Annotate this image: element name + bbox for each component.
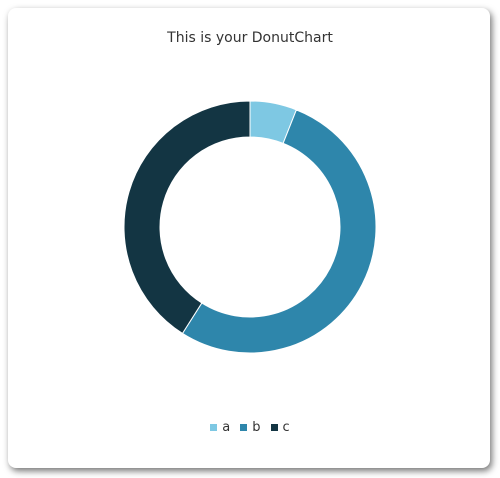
- chart-title: This is your DonutChart: [167, 30, 333, 46]
- legend-swatch-a: [210, 424, 218, 431]
- legend-item-c[interactable]: c: [270, 420, 290, 435]
- legend-swatch-c: [270, 424, 278, 431]
- legend-label-c: c: [282, 420, 290, 435]
- legend-item-a[interactable]: a: [210, 420, 230, 435]
- legend-label-b: b: [252, 420, 261, 435]
- legend-swatch-b: [240, 424, 248, 431]
- donut-slice-b[interactable]: [181, 109, 377, 354]
- donut-slice-c[interactable]: [123, 100, 251, 335]
- legend-item-b[interactable]: b: [240, 420, 261, 435]
- legend-label-a: a: [222, 420, 231, 435]
- chart-legend: a b c: [0, 420, 500, 435]
- chart-card: [8, 8, 490, 468]
